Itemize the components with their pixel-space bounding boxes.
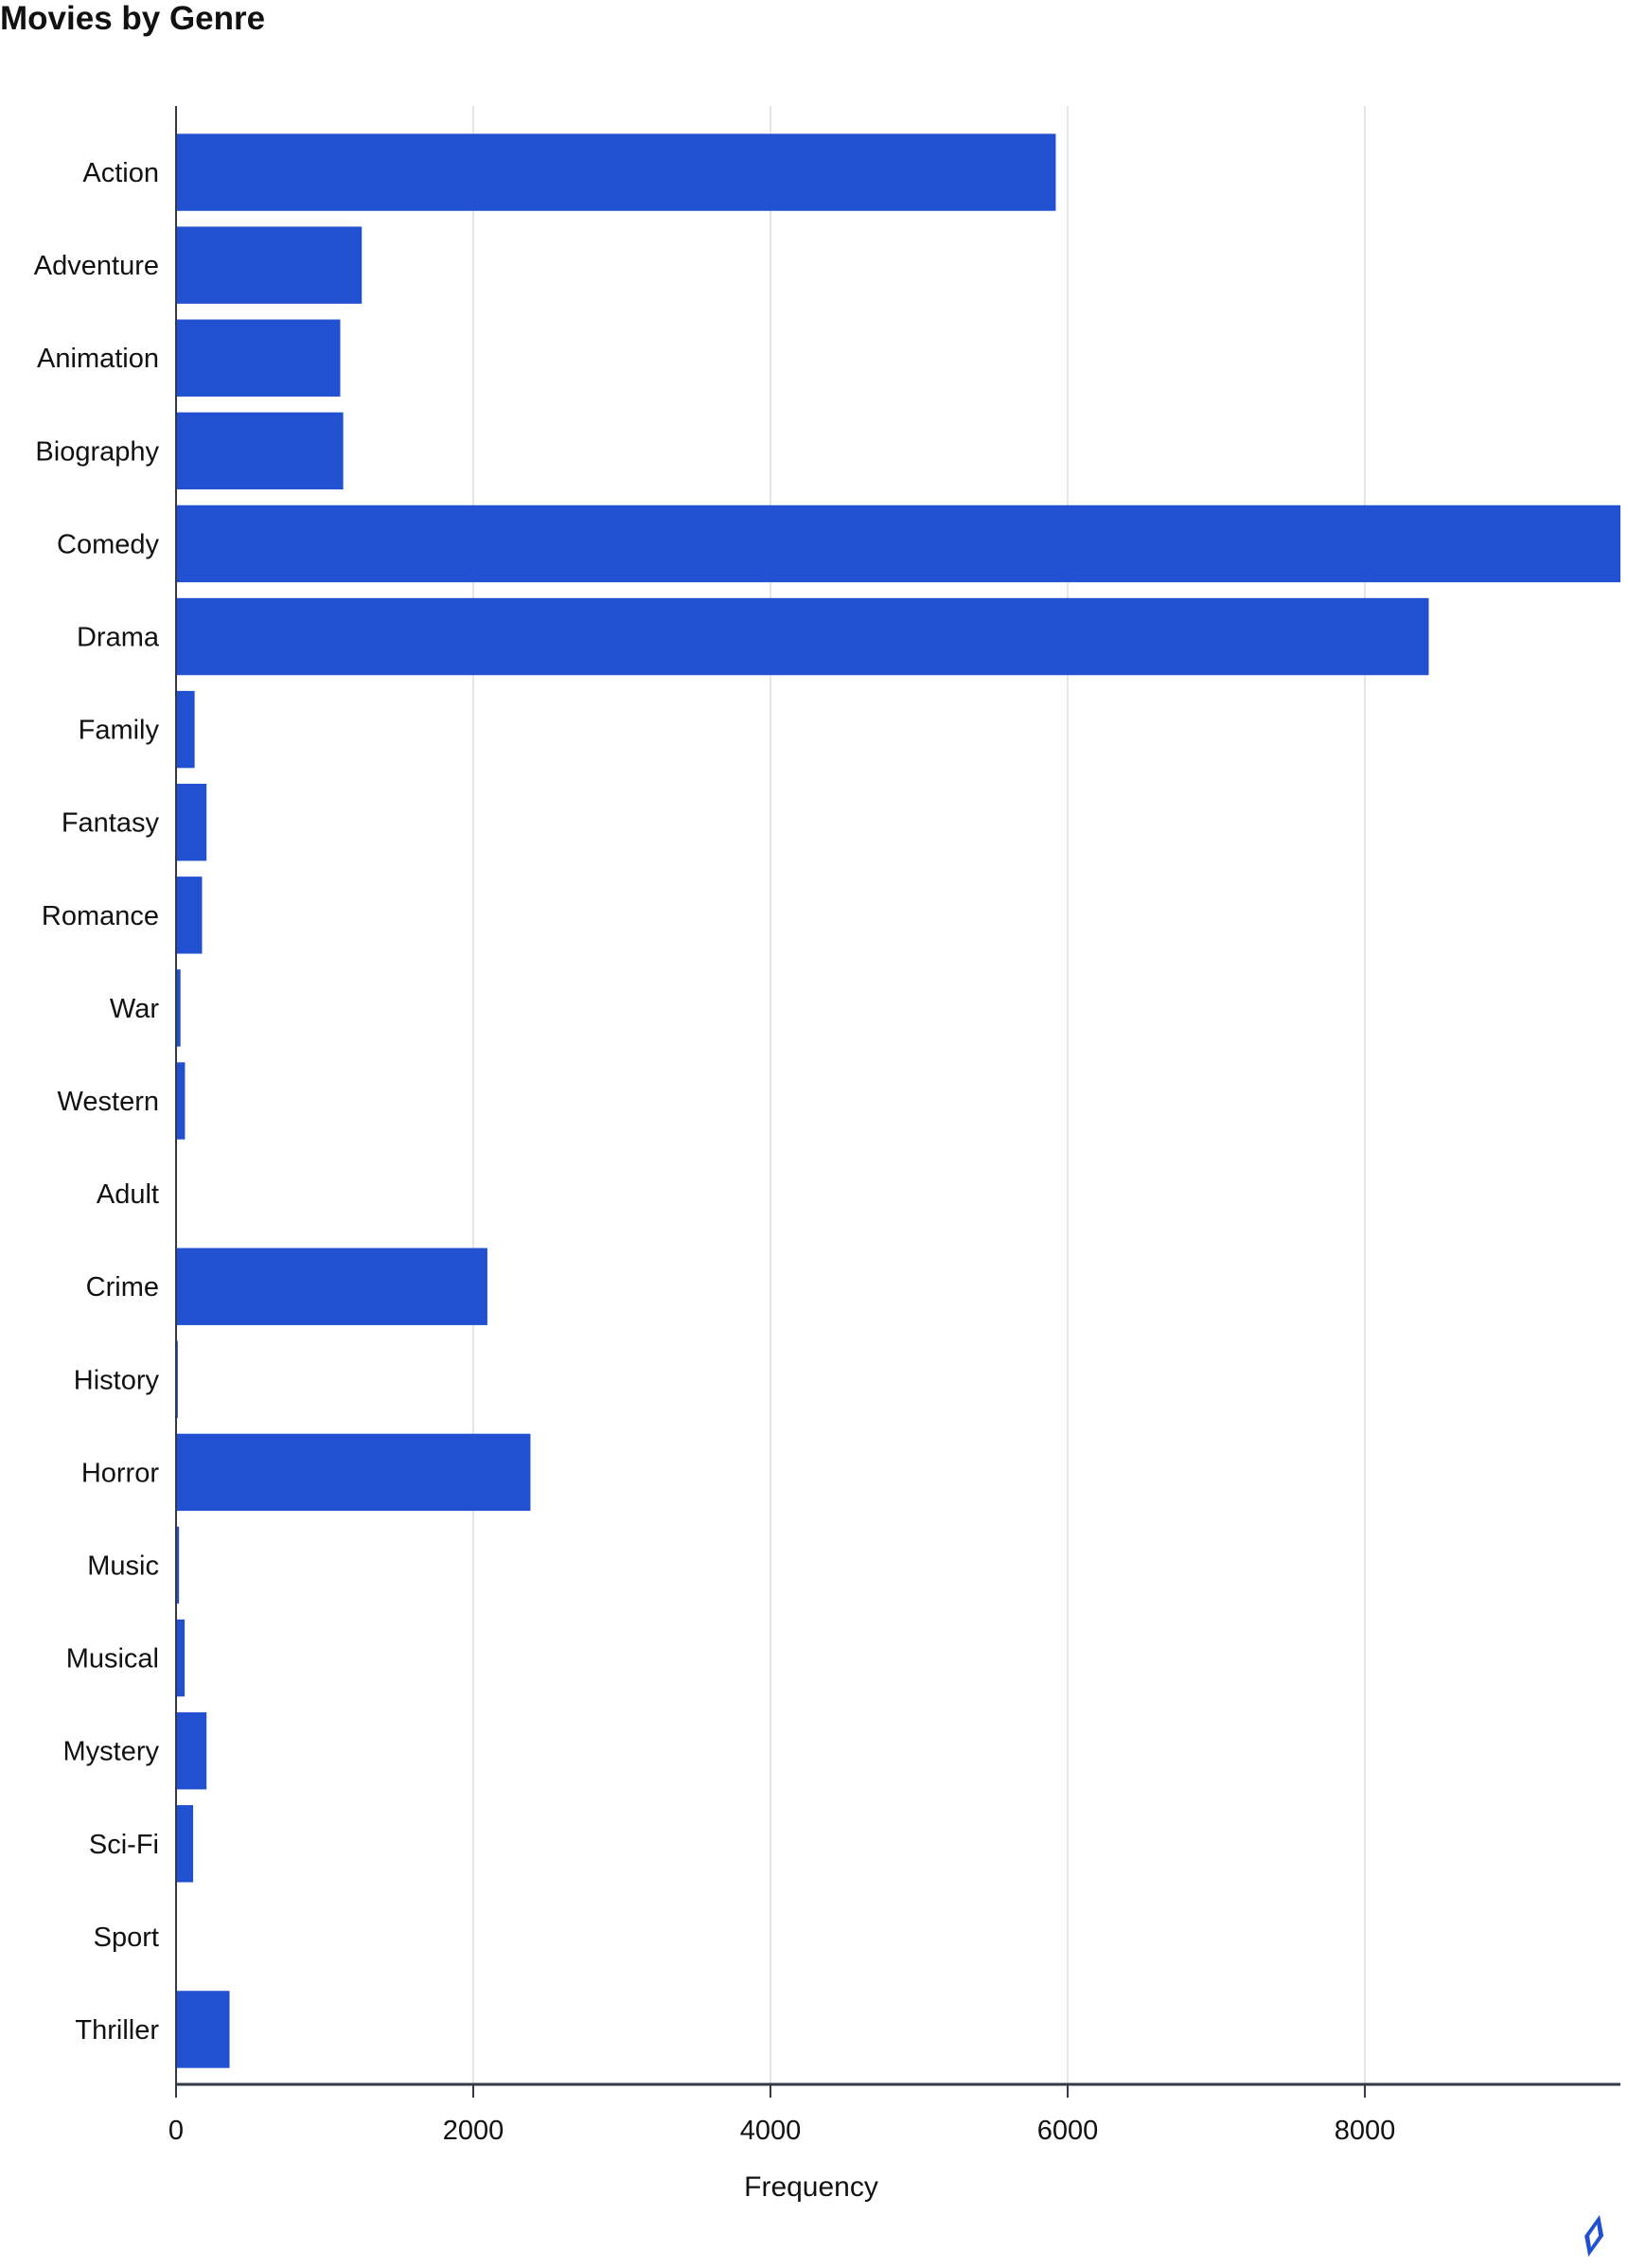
bar-animation — [176, 319, 341, 397]
bar-romance — [176, 877, 203, 954]
bar-comedy — [176, 505, 1620, 583]
category-label: Biography — [35, 436, 159, 467]
category-label: Adventure — [34, 251, 159, 281]
bar-horror — [176, 1433, 531, 1512]
category-label: War — [110, 994, 159, 1024]
category-label: Romance — [42, 901, 159, 931]
category-label: Musical — [66, 1644, 159, 1674]
bar-music — [176, 1526, 180, 1604]
category-label: Sci-Fi — [89, 1830, 159, 1860]
category-label: Crime — [86, 1272, 159, 1302]
gridlines — [471, 106, 1366, 2084]
category-label: Thriller — [75, 2015, 159, 2046]
category-label: Sport — [94, 1922, 159, 1953]
bar-thriller — [176, 1991, 230, 2068]
x-tick-label: 6000 — [1037, 2116, 1099, 2146]
category-labels: Action Adventure Animation Biography Comedy D… — [34, 158, 160, 2046]
category-label: Action — [82, 158, 159, 188]
bar-musical — [176, 1619, 186, 1697]
category-label: Mystery — [63, 1737, 160, 1767]
category-label: Horror — [81, 1458, 160, 1488]
bar-war — [176, 969, 181, 1047]
category-label: Music — [87, 1550, 159, 1581]
category-label: Adult — [97, 1179, 159, 1210]
category-label: History — [74, 1365, 160, 1395]
bar-drama — [176, 597, 1429, 676]
bar-western — [176, 1062, 186, 1140]
category-label: Western — [58, 1087, 159, 1117]
brand-logo-icon — [1584, 2215, 1604, 2257]
category-label: Fantasy — [62, 808, 160, 839]
bar-mystery — [176, 1711, 207, 1790]
bar-adventure — [176, 226, 363, 304]
bar-family — [176, 690, 195, 769]
x-axis-label: Frequency — [744, 2171, 878, 2203]
x-tick-label: 4000 — [740, 2116, 802, 2146]
bar-crime — [176, 1248, 487, 1325]
category-label: Family — [79, 716, 160, 746]
bar-sci-fi — [176, 1805, 194, 1883]
x-tick-label: 8000 — [1335, 2116, 1396, 2146]
category-label: Drama — [77, 623, 160, 653]
x-tick-label: 2000 — [443, 2116, 504, 2146]
chart-title: Movies by Genre — [0, 0, 266, 37]
category-label: Animation — [37, 344, 159, 374]
bars — [176, 133, 1620, 2068]
category-label: Comedy — [57, 529, 159, 559]
x-axis-ticks: 0 2000 4000 6000 8000 — [168, 2084, 1395, 2146]
x-tick-label: 0 — [168, 2116, 184, 2146]
bar-fantasy — [176, 784, 207, 861]
bar-biography — [176, 412, 344, 490]
bar-action — [176, 133, 1056, 211]
